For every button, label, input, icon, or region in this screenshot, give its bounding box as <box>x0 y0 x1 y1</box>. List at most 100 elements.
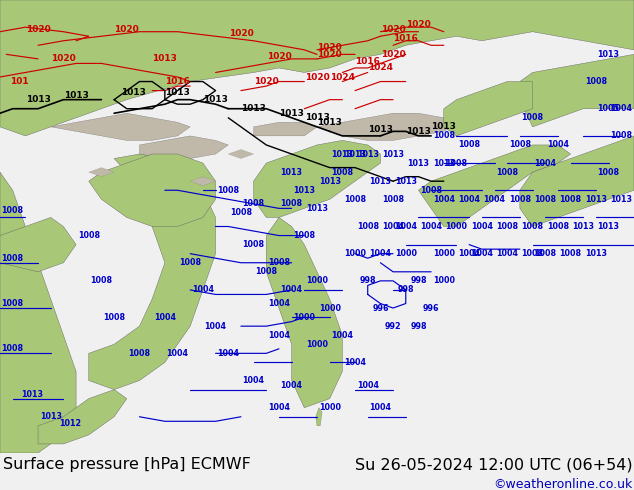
Text: 1020: 1020 <box>25 25 51 34</box>
Text: 996: 996 <box>372 303 389 313</box>
Text: 1004: 1004 <box>433 195 455 204</box>
Text: 1013: 1013 <box>294 186 315 195</box>
Text: 1008: 1008 <box>2 254 23 263</box>
Text: 1013: 1013 <box>332 149 353 159</box>
Text: 1008: 1008 <box>179 258 201 267</box>
Text: 1000: 1000 <box>433 249 455 258</box>
Text: 1013: 1013 <box>598 222 619 231</box>
Text: 1013: 1013 <box>120 88 146 98</box>
Text: 998: 998 <box>398 285 414 294</box>
Text: 1013: 1013 <box>370 177 391 186</box>
Text: 1008: 1008 <box>458 141 480 149</box>
Text: 1013: 1013 <box>279 109 304 118</box>
Text: 1000: 1000 <box>306 276 328 285</box>
Text: 1013: 1013 <box>382 149 404 159</box>
Text: 1016: 1016 <box>393 34 418 43</box>
Text: 1005: 1005 <box>598 104 619 113</box>
Text: 1016: 1016 <box>355 57 380 66</box>
Text: 1004: 1004 <box>395 222 417 231</box>
Text: 1004: 1004 <box>471 222 493 231</box>
Text: 1013: 1013 <box>395 177 417 186</box>
Text: 1013: 1013 <box>63 91 89 99</box>
Text: 1013: 1013 <box>304 113 330 122</box>
Text: 1013: 1013 <box>203 95 228 104</box>
Text: 1013: 1013 <box>585 249 607 258</box>
Text: 1004: 1004 <box>243 376 264 385</box>
Text: 1013: 1013 <box>25 95 51 104</box>
Text: 1004: 1004 <box>458 195 480 204</box>
Text: 1000: 1000 <box>446 222 467 231</box>
Polygon shape <box>89 154 216 390</box>
Text: ©weatheronline.co.uk: ©weatheronline.co.uk <box>493 478 633 490</box>
Text: 1013: 1013 <box>611 195 632 204</box>
Text: 1008: 1008 <box>534 249 556 258</box>
Text: 1020: 1020 <box>304 73 330 81</box>
Polygon shape <box>190 177 216 186</box>
Text: 1013: 1013 <box>598 50 619 59</box>
Text: 1020: 1020 <box>317 43 342 52</box>
Text: 1024: 1024 <box>368 63 393 73</box>
Polygon shape <box>254 122 317 136</box>
Text: 1008: 1008 <box>281 199 302 208</box>
Text: 998: 998 <box>410 276 427 285</box>
Text: 1004: 1004 <box>357 381 378 390</box>
Text: 1004: 1004 <box>344 358 366 367</box>
Polygon shape <box>520 54 634 127</box>
Text: 1004: 1004 <box>547 141 569 149</box>
Text: 1004: 1004 <box>192 285 214 294</box>
Text: 1004: 1004 <box>167 349 188 358</box>
Polygon shape <box>139 136 228 159</box>
Text: 1008: 1008 <box>78 231 100 240</box>
Text: 1008: 1008 <box>522 222 543 231</box>
Text: 1013: 1013 <box>408 159 429 168</box>
Text: 1008: 1008 <box>91 276 112 285</box>
Text: 1000: 1000 <box>294 313 315 321</box>
Polygon shape <box>254 141 380 218</box>
Polygon shape <box>0 218 76 272</box>
Text: 1008: 1008 <box>420 186 442 195</box>
Polygon shape <box>38 390 127 444</box>
Text: 1008: 1008 <box>509 195 531 204</box>
Text: 1008: 1008 <box>585 77 607 86</box>
Text: 1013: 1013 <box>21 390 42 398</box>
Text: 1004: 1004 <box>534 159 556 168</box>
Text: 1004: 1004 <box>281 285 302 294</box>
Text: 1008: 1008 <box>433 131 455 141</box>
Text: 1020: 1020 <box>228 29 254 39</box>
Text: 1004: 1004 <box>370 249 391 258</box>
Text: 1004: 1004 <box>496 249 518 258</box>
Text: 1013: 1013 <box>368 124 393 134</box>
Text: 1008: 1008 <box>560 249 581 258</box>
Text: 1013: 1013 <box>165 88 190 98</box>
Text: 1008: 1008 <box>560 195 581 204</box>
Text: 998: 998 <box>359 276 376 285</box>
Polygon shape <box>228 149 254 159</box>
Text: 1000: 1000 <box>344 249 366 258</box>
Text: 1013: 1013 <box>317 118 342 127</box>
Polygon shape <box>317 113 456 141</box>
Polygon shape <box>0 0 634 136</box>
Text: 1008: 1008 <box>382 195 404 204</box>
Text: Surface pressure [hPa] ECMWF: Surface pressure [hPa] ECMWF <box>3 457 251 472</box>
Text: 1004: 1004 <box>281 381 302 390</box>
Text: 1008: 1008 <box>256 268 277 276</box>
Text: 1013: 1013 <box>357 149 378 159</box>
Text: Su 26-05-2024 12:00 UTC (06+54): Su 26-05-2024 12:00 UTC (06+54) <box>355 457 633 472</box>
Text: 1008: 1008 <box>294 231 315 240</box>
Text: 1008: 1008 <box>230 208 252 218</box>
Text: 1013: 1013 <box>152 54 178 63</box>
Text: 1008: 1008 <box>534 195 556 204</box>
Text: 1000: 1000 <box>319 303 340 313</box>
Text: 1008: 1008 <box>2 206 23 215</box>
Polygon shape <box>51 113 190 141</box>
Text: 1008: 1008 <box>2 299 23 308</box>
Text: 1008: 1008 <box>522 113 543 122</box>
Text: 1020: 1020 <box>317 50 342 59</box>
Text: 1020: 1020 <box>380 50 406 59</box>
Text: 1004: 1004 <box>484 195 505 204</box>
Text: 1008: 1008 <box>496 222 518 231</box>
Text: 1008: 1008 <box>611 131 632 141</box>
Polygon shape <box>89 168 114 177</box>
Text: 1008: 1008 <box>243 199 264 208</box>
Text: 1004: 1004 <box>205 321 226 331</box>
